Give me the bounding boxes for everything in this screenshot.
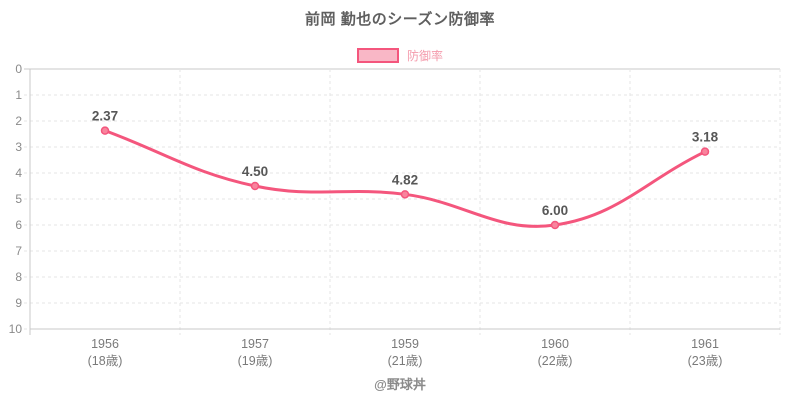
y-tick-label: 8	[15, 270, 22, 284]
y-tick-label: 9	[15, 296, 22, 310]
x-axis-label-year: 1959	[391, 337, 419, 351]
y-tick-label: 0	[15, 62, 22, 76]
data-point-label: 3.18	[692, 130, 719, 145]
chart-title: 前岡 勤也のシーズン防御率	[305, 11, 495, 28]
y-tick-label: 1	[15, 88, 22, 102]
x-axis-label-age: (23歳)	[688, 354, 723, 368]
x-axis-label-year: 1960	[541, 337, 569, 351]
data-point-label: 6.00	[542, 203, 568, 218]
x-axis-label-age: (18歳)	[88, 354, 123, 368]
legend-label: 防御率	[406, 49, 443, 63]
data-point	[250, 181, 260, 191]
data-point	[100, 126, 110, 135]
y-tick-label: 5	[15, 192, 22, 206]
legend-era[interactable]: 防御率	[0, 47, 800, 64]
x-axis-label-year: 1961	[691, 337, 719, 351]
y-tick-label: 6	[15, 218, 22, 232]
data-point-label: 2.37	[92, 109, 118, 124]
legend-swatch	[356, 48, 399, 63]
data-point	[700, 147, 710, 156]
credit-watermark: @野球丼	[374, 377, 426, 392]
x-axis-label-age: (22歳)	[538, 354, 573, 368]
y-tick-label: 2	[15, 114, 22, 128]
y-tick-label: 4	[15, 166, 22, 180]
x-axis-label-year: 1957	[241, 337, 269, 351]
y-tick-label: 7	[15, 244, 22, 258]
y-tick-label: 10	[9, 322, 23, 336]
data-point	[400, 190, 410, 199]
data-point-label: 4.82	[392, 172, 418, 187]
x-axis-label-year: 1956	[91, 337, 119, 351]
x-axis-label-age: (21歳)	[388, 354, 423, 368]
y-tick-label: 3	[15, 140, 22, 154]
x-axis-label-age: (19歳)	[238, 354, 273, 368]
data-point-label: 4.50	[242, 164, 268, 179]
data-point	[550, 220, 560, 230]
